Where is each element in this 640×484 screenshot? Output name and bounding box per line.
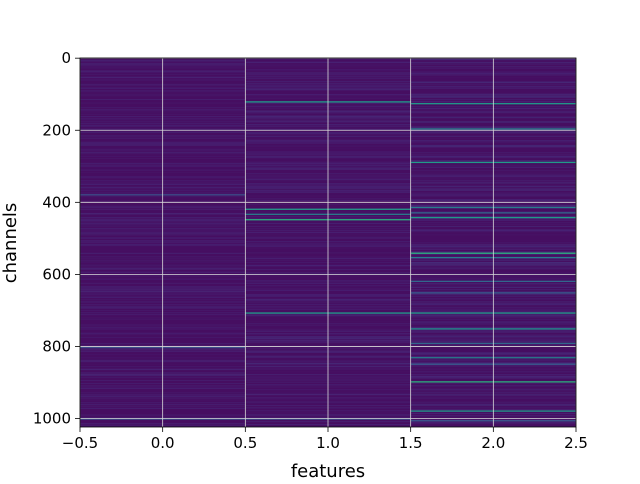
x-axis-ticks: −0.5 0.0 0.5 1.0 1.5 2.0 2.5 bbox=[62, 427, 588, 452]
x-tick-label: 1.5 bbox=[399, 434, 423, 452]
x-tick-label: 2.5 bbox=[564, 434, 588, 452]
y-axis-label: channels bbox=[0, 203, 21, 284]
x-tick-label: 1.0 bbox=[316, 434, 340, 452]
y-tick-label: 0 bbox=[61, 49, 71, 67]
y-tick-label: 200 bbox=[42, 121, 71, 139]
y-axis-ticks: 0 200 400 600 800 1000 bbox=[33, 49, 80, 428]
y-tick-label: 1000 bbox=[33, 410, 71, 428]
y-tick-label: 800 bbox=[42, 337, 71, 355]
x-axis-label: features bbox=[291, 461, 365, 480]
y-tick-label: 400 bbox=[42, 193, 71, 211]
y-tick-label: 600 bbox=[42, 265, 71, 283]
x-tick-label: 0.5 bbox=[233, 434, 257, 452]
x-tick-label: 2.0 bbox=[481, 434, 505, 452]
x-tick-label: −0.5 bbox=[62, 434, 98, 452]
x-tick-label: 0.0 bbox=[151, 434, 175, 452]
